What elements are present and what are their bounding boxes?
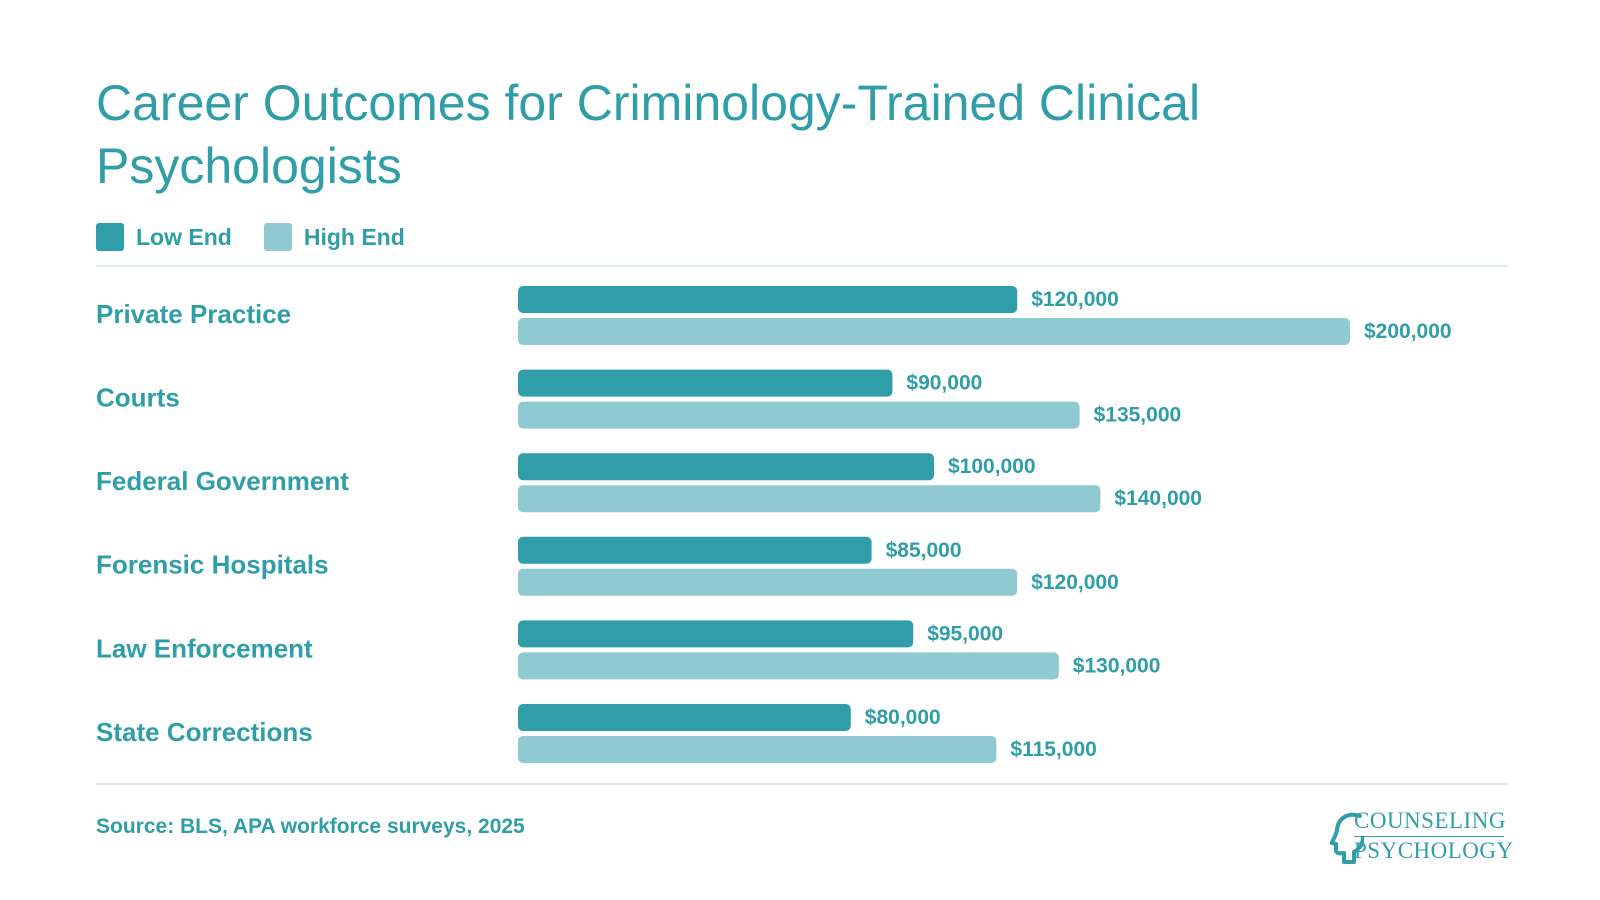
legend-item-high-end: High End [263, 223, 405, 251]
value-label-high-end-forensic-hospitals: $120,000 [1031, 571, 1119, 594]
bar-low-end-courts [518, 369, 893, 397]
source-note: Source: BLS, APA workforce surveys, 2025 [96, 815, 525, 838]
head-profile-icon [1330, 812, 1364, 864]
bar-low-end-state-corrections [518, 704, 851, 731]
category-label-courts: Courts [96, 382, 180, 412]
category-label-private-practice: Private Practice [96, 299, 291, 329]
legend: Low End High End [96, 222, 437, 252]
value-label-low-end-federal-government: $100,000 [948, 455, 1036, 478]
logo-divider [1354, 836, 1504, 837]
value-label-high-end-law-enforcement: $130,000 [1073, 654, 1161, 677]
bar-low-end-federal-government [518, 453, 934, 481]
logo-line-psychology: PSYCHOLOGY [1354, 838, 1514, 863]
bar-low-end-private-practice [518, 286, 1018, 313]
legend-item-low-end: Low End [96, 223, 232, 251]
bar-high-end-federal-government [518, 485, 1101, 513]
value-label-low-end-state-corrections: $80,000 [865, 706, 941, 729]
value-label-low-end-law-enforcement: $95,000 [927, 622, 1003, 645]
bar-low-end-forensic-hospitals [518, 536, 872, 564]
value-label-high-end-courts: $135,000 [1094, 404, 1182, 427]
legend-label-low-end: Low End [136, 223, 232, 250]
value-label-high-end-private-practice: $200,000 [1364, 320, 1452, 343]
chart-title: Career Outcomes for Criminology-Trained … [96, 75, 1201, 194]
counseling-psychology-logo: COUNSELING PSYCHOLOGY [1330, 808, 1513, 866]
logo-line-counseling: COUNSELING [1354, 808, 1506, 833]
category-label-state-corrections: State Corrections [96, 717, 313, 747]
category-label-forensic-hospitals: Forensic Hospitals [96, 550, 329, 580]
bar-low-end-law-enforcement [518, 620, 914, 648]
legend-swatch-low-end [96, 223, 124, 251]
legend-swatch-high-end [263, 223, 292, 251]
bar-high-end-private-practice [518, 318, 1350, 345]
value-label-low-end-private-practice: $120,000 [1031, 288, 1119, 311]
legend-label-high-end: High End [303, 223, 405, 250]
top-divider [96, 265, 1508, 267]
category-label-law-enforcement: Law Enforcement [96, 633, 313, 663]
bar-high-end-courts [518, 401, 1080, 429]
value-label-high-end-state-corrections: $115,000 [1010, 738, 1096, 761]
value-label-low-end-courts: $90,000 [906, 372, 982, 395]
value-label-low-end-forensic-hospitals: $85,000 [886, 539, 962, 562]
bar-high-end-state-corrections [518, 736, 997, 763]
bottom-divider [96, 783, 1508, 785]
value-label-high-end-federal-government: $140,000 [1114, 487, 1202, 510]
category-label-federal-government: Federal Government [96, 466, 349, 496]
bar-high-end-law-enforcement [518, 652, 1059, 680]
bar-high-end-forensic-hospitals [518, 568, 1018, 596]
